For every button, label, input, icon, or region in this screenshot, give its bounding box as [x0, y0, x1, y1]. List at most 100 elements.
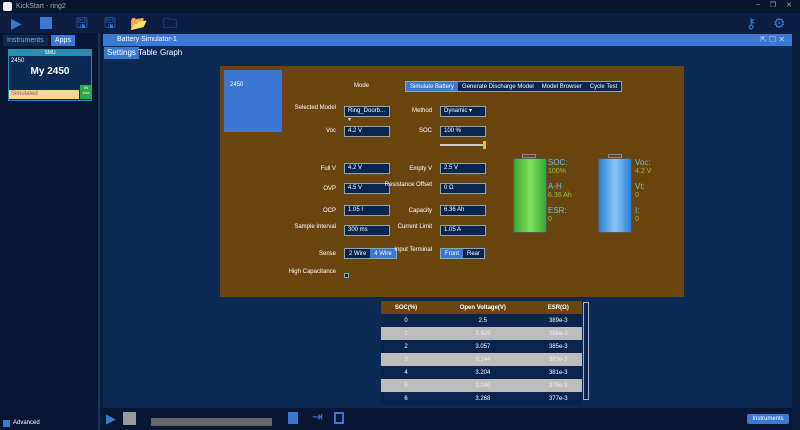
table-scrollbar[interactable] — [583, 302, 589, 400]
gear-icon[interactable]: ⚙ — [773, 15, 786, 31]
play-icon[interactable]: ▶ — [11, 15, 22, 31]
method-dropdown[interactable]: Dynamic ▾ — [440, 106, 486, 117]
col-soc: SOC(%) — [381, 301, 432, 314]
mode-generate-discharge[interactable]: Generate Discharge Model — [458, 82, 538, 91]
battery-cap-icon — [522, 154, 536, 158]
table-cell: 5 — [381, 379, 432, 392]
battery-cap-icon — [608, 154, 622, 158]
table-cell: 3.144 — [431, 353, 535, 366]
fullv-label: Full V — [320, 166, 336, 172]
current-limit-input[interactable]: 1.05 A — [440, 225, 486, 236]
voc-readouts: Voc: 4.2 V Vt: 0 I: 0 — [635, 158, 652, 223]
tab-graph[interactable]: Graph — [160, 48, 183, 57]
soc-slider-handle[interactable] — [483, 141, 486, 149]
close-button[interactable]: ✕ — [786, 2, 792, 9]
info-icon[interactable] — [334, 412, 344, 424]
soc-table: SOC(%) Open Voltage(V) ESR(Ω) 0 2.5 389e-3 1 2… — [381, 301, 582, 405]
sample-interval-label: Sample Interval — [294, 224, 336, 230]
restore-button[interactable]: ❐ — [769, 2, 776, 9]
tab-apps[interactable]: Apps — [51, 35, 75, 46]
progress-bar — [151, 418, 272, 426]
export-icon[interactable]: ⇥ — [312, 409, 323, 424]
save-as-icon[interactable]: 🖫 — [104, 15, 116, 31]
voc-battery-gauge — [598, 158, 632, 233]
open-folder-icon[interactable]: 📂 — [130, 15, 148, 31]
tab-instruments[interactable]: Instruments — [3, 35, 48, 46]
table-cell: 2.5 — [431, 314, 535, 327]
soc-label: SOC — [418, 128, 432, 134]
mode-simulate-battery[interactable]: Simulate Battery — [406, 82, 459, 91]
mode-model-browser[interactable]: Model Browser — [537, 82, 586, 91]
mode-cycle-test[interactable]: Cycle Test — [585, 82, 622, 91]
advanced-icon[interactable] — [3, 420, 10, 427]
table-row[interactable]: 1 2.929 386e-3 — [381, 327, 582, 340]
ocp-input[interactable]: 1.05 I — [344, 205, 390, 216]
resistance-offset-label: Resistance Offset — [384, 182, 432, 188]
table-cell: 6 — [381, 392, 432, 405]
stop-button[interactable] — [123, 412, 136, 425]
run-icon[interactable]: ▶ — [106, 411, 116, 426]
table-row[interactable]: 5 3.240 379e-3 — [381, 379, 582, 392]
soc-slider[interactable] — [440, 144, 484, 146]
key-icon[interactable]: ⚷ — [746, 15, 757, 31]
table-cell: 3 — [381, 353, 432, 366]
soc-input[interactable]: 100 % — [440, 126, 486, 137]
title-bar: KickStart - ring2 — [0, 0, 800, 13]
app-logo-icon — [3, 2, 12, 11]
resistance-offset-input[interactable]: 0 Ω — [440, 183, 486, 194]
folder-settings-icon[interactable]: 🗀 — [163, 15, 177, 31]
soc-readouts: SOC: 100% A-H 6.36 Ah ESR: 0 — [548, 158, 572, 223]
panel-controls[interactable]: ⇱ ☐ ✕ — [760, 35, 786, 44]
advanced-label[interactable]: Advanced — [13, 420, 40, 426]
sense-4wire[interactable]: 4 Wire — [370, 249, 396, 258]
sense-toggle[interactable]: 2 Wire 4 Wire — [344, 248, 397, 259]
high-capacitance-checkbox[interactable] — [344, 273, 349, 278]
save-icon[interactable]: 🖫 — [76, 15, 88, 31]
instruments-button[interactable]: Instruments — [747, 414, 789, 424]
toolbar — [0, 13, 800, 33]
table-cell: 3.204 — [431, 366, 535, 379]
terminal-rear[interactable]: Rear — [463, 249, 485, 258]
minimize-button[interactable]: – — [756, 1, 760, 8]
table-cell: 3.240 — [431, 379, 535, 392]
fullv-input[interactable]: 4.2 V — [344, 163, 390, 174]
terminal-front[interactable]: Front — [441, 249, 464, 258]
table-cell: 389e-3 — [534, 314, 582, 327]
capacity-input[interactable]: 6.36 Ah — [440, 205, 486, 216]
table-row[interactable]: 2 3.057 385e-3 — [381, 340, 582, 353]
instrument-card[interactable]: SMU 2450 My 2450 Simulated IN Use — [8, 49, 92, 101]
tab-settings[interactable]: Settings — [104, 47, 139, 59]
ovp-input[interactable]: 4.5 V — [344, 183, 390, 194]
table-cell: 3.057 — [431, 340, 535, 353]
mode-selector[interactable]: Simulate Battery Generate Discharge Mode… — [405, 81, 623, 92]
step-icon[interactable] — [288, 412, 298, 424]
stop-icon[interactable] — [40, 17, 52, 29]
table-cell: 386e-3 — [534, 327, 582, 340]
instrument-tile[interactable]: 2450 — [224, 70, 282, 132]
selected-model-dropdown[interactable]: Ring_Doorb... ▾ — [344, 106, 390, 123]
high-capacitance-label: High Capacitance — [288, 269, 336, 275]
status-badge: Simulated — [9, 90, 79, 99]
selected-model-label: Selected Model — [294, 105, 336, 111]
mode-label: Mode — [353, 83, 369, 89]
ocp-label: OCP — [322, 208, 336, 214]
table-row[interactable]: 0 2.5 389e-3 — [381, 314, 582, 327]
tab-table[interactable]: Table — [138, 48, 158, 57]
table-row[interactable]: 3 3.144 383e-3 — [381, 353, 582, 366]
current-limit-label: Current Limit — [397, 224, 432, 230]
table-row[interactable]: 4 3.204 381e-3 — [381, 366, 582, 379]
sample-interval-input[interactable]: 300 ms — [344, 225, 390, 236]
emptyv-input[interactable]: 2.5 V — [440, 163, 486, 174]
sense-2wire[interactable]: 2 Wire — [345, 249, 371, 258]
table-row[interactable]: 6 3.268 377e-3 — [381, 392, 582, 405]
terminal-toggle[interactable]: Front Rear — [440, 248, 486, 259]
in-use-badge: IN Use — [80, 85, 92, 99]
table-cell: 3.268 — [431, 392, 535, 405]
emptyv-label: Empty V — [409, 166, 432, 172]
col-esr: ESR(Ω) — [534, 301, 582, 314]
table-cell: 2 — [381, 340, 432, 353]
bottom-bar — [103, 408, 792, 430]
voc-input[interactable]: 4.2 V — [344, 126, 390, 137]
table-cell: 377e-3 — [534, 392, 582, 405]
capacity-label: Capacity — [408, 208, 432, 214]
